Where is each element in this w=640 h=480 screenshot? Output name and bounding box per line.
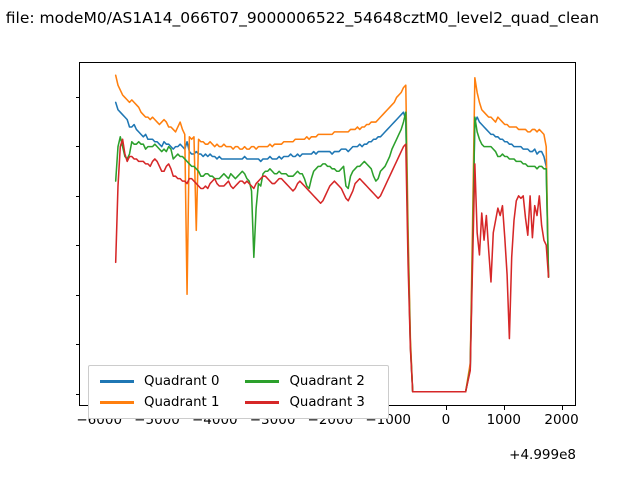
x-axis-offset-label: +4.999e8 [509,447,576,463]
y-axis-tick-mark [75,294,79,296]
legend-swatch-quadrant-2 [241,371,289,392]
legend-table: Quadrant 0 Quadrant 2 Quadrant 1 Quadran… [96,371,381,413]
legend-swatch-quadrant-0 [96,371,144,392]
x-axis-tick-label: 0 [441,412,451,428]
series-line [114,101,550,393]
plot-axes [79,62,576,406]
legend-label-quadrant-0: Quadrant 0 [144,374,220,389]
y-axis-tick-mark [75,245,79,247]
plot-lines-svg [114,74,550,393]
legend-swatch-quadrant-3 [241,392,289,413]
legend-line-icon [100,380,134,383]
legend-label-quadrant-2: Quadrant 2 [289,374,365,389]
legend-line-icon [245,380,280,383]
legend-line-icon [100,401,134,404]
x-axis-tick-label: 2000 [544,412,579,428]
y-axis-tick-mark [75,96,79,98]
x-axis-tick-label: 1000 [486,412,521,428]
x-axis-tick-mark [561,406,563,410]
legend-label-quadrant-3: Quadrant 3 [289,395,365,410]
y-axis-tick-mark [75,344,79,346]
x-axis-tick-mark [503,406,505,410]
series-line [114,138,550,393]
series-line [114,111,550,393]
legend-line-icon [245,401,280,404]
series-line [114,74,550,393]
legend-swatch-quadrant-1 [96,392,144,413]
x-axis-tick-mark [445,406,448,410]
legend-row: Quadrant 1 Quadrant 3 [96,392,381,413]
legend[interactable]: Quadrant 0 Quadrant 2 Quadrant 1 Quadran… [88,365,389,419]
legend-row: Quadrant 0 Quadrant 2 [96,371,381,392]
y-axis-tick-mark [75,146,79,148]
y-axis-tick-mark [75,393,79,395]
figure-title: n file: modeM0/AS1A14_066T07_9000006522_… [0,9,600,27]
y-axis-tick-mark [75,195,79,197]
legend-label-quadrant-1: Quadrant 1 [144,395,220,410]
